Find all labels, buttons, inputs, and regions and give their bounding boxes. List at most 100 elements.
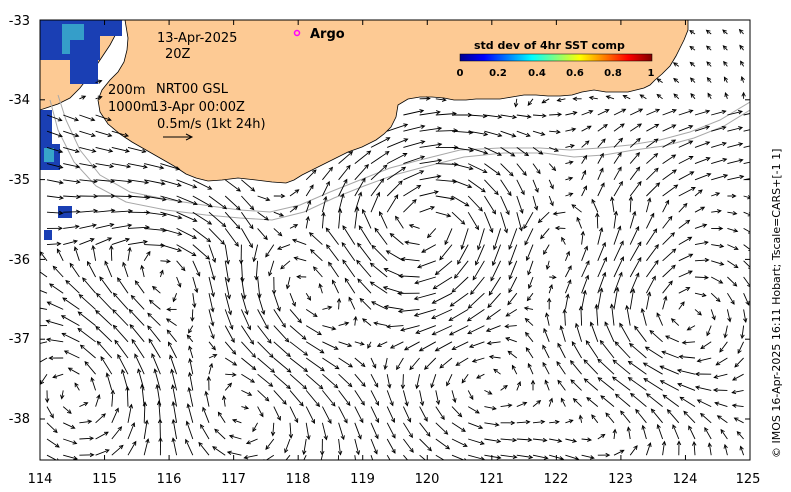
current-vector [95, 209, 115, 213]
current-vector [532, 195, 538, 211]
current-vector [651, 408, 663, 424]
current-vector [457, 244, 469, 265]
current-vector [743, 260, 750, 268]
current-vector-head [687, 236, 693, 241]
current-vector-head [681, 340, 687, 345]
current-vector-head [247, 391, 253, 396]
current-vector [484, 130, 502, 137]
current-vector [168, 341, 178, 359]
current-vector-head [704, 275, 710, 280]
current-vector-head [548, 397, 554, 403]
current-vector [629, 138, 641, 148]
current-vector [160, 244, 182, 252]
current-vector-head [186, 403, 191, 409]
current-vector-head [383, 365, 388, 371]
current-vector [565, 419, 573, 424]
current-vector-head [344, 321, 350, 326]
current-vector-head [530, 379, 536, 385]
current-vector [208, 325, 215, 339]
current-vector [208, 354, 217, 359]
current-vector-head [554, 147, 560, 152]
current-vector-head [231, 372, 237, 377]
current-vector [362, 209, 372, 229]
current-vector [390, 233, 404, 245]
current-vector [532, 147, 543, 155]
current-vector [63, 422, 75, 429]
current-vector-head [543, 455, 549, 460]
current-vector-head [74, 117, 80, 122]
current-vector-head [541, 113, 547, 118]
current-vector [597, 257, 607, 278]
current-vector [700, 341, 712, 349]
current-vector-head [449, 302, 455, 307]
current-vector [451, 211, 465, 225]
current-vector-head [756, 176, 760, 180]
current-vector-head [491, 261, 497, 267]
current-vector-head [61, 332, 67, 337]
current-vector [613, 287, 619, 310]
current-vector-head [128, 308, 134, 314]
current-vector-head [448, 331, 454, 336]
current-vector-head [599, 152, 604, 158]
current-vector-head [412, 199, 417, 204]
current-vector-head [361, 208, 366, 214]
current-vector [110, 245, 113, 261]
current-vector-head [97, 79, 103, 84]
current-vector [570, 379, 582, 391]
current-vector [68, 367, 80, 375]
current-vector [468, 438, 485, 445]
current-vector-head [478, 424, 484, 430]
current-vector-head [226, 450, 232, 455]
current-vector-head [479, 440, 485, 445]
current-vector [63, 454, 78, 460]
current-vector [564, 309, 566, 326]
current-vector [707, 93, 712, 100]
current-vector-head [601, 138, 606, 144]
current-vector [500, 385, 508, 391]
current-vector-head [549, 201, 554, 207]
x-tick-label: 125 [736, 472, 761, 487]
current-vector-head [540, 131, 546, 136]
current-vector [435, 211, 451, 217]
current-vector [581, 155, 587, 164]
current-vector-head [293, 205, 299, 211]
current-vector-head [671, 154, 677, 159]
current-vector [241, 325, 254, 345]
current-vector [662, 232, 675, 245]
current-vector [386, 250, 404, 262]
current-vector [354, 390, 365, 406]
current-vector [95, 326, 113, 343]
current-vector-head [359, 297, 365, 303]
current-vector-head [689, 61, 695, 67]
current-vector-head [526, 114, 532, 119]
current-vector-head [567, 265, 572, 270]
current-vector-head [621, 108, 627, 113]
current-vector-head [268, 271, 273, 277]
current-vector [677, 383, 696, 391]
current-vector-head [120, 368, 126, 374]
current-vector-head [723, 60, 728, 66]
current-vector-head [510, 152, 516, 157]
current-vector [289, 309, 302, 323]
current-vector [419, 341, 437, 352]
current-vector [46, 146, 63, 153]
current-vector [704, 427, 712, 440]
current-vector-head [470, 290, 475, 295]
current-vector [523, 211, 534, 229]
current-vector-head [58, 148, 64, 154]
current-vector-head [599, 167, 604, 173]
current-vector-head [93, 208, 99, 214]
current-vector [451, 454, 465, 460]
current-vector [673, 62, 680, 67]
current-vector [147, 312, 161, 326]
current-vector [500, 130, 516, 137]
current-vector-head [554, 419, 560, 425]
current-vector [508, 228, 518, 250]
current-vector [484, 146, 502, 156]
current-vector [328, 262, 339, 278]
current-vector-head [385, 250, 391, 255]
current-vector [435, 98, 446, 101]
current-vector-head [556, 129, 561, 135]
current-vector [371, 245, 388, 262]
current-vector-head [348, 151, 354, 156]
